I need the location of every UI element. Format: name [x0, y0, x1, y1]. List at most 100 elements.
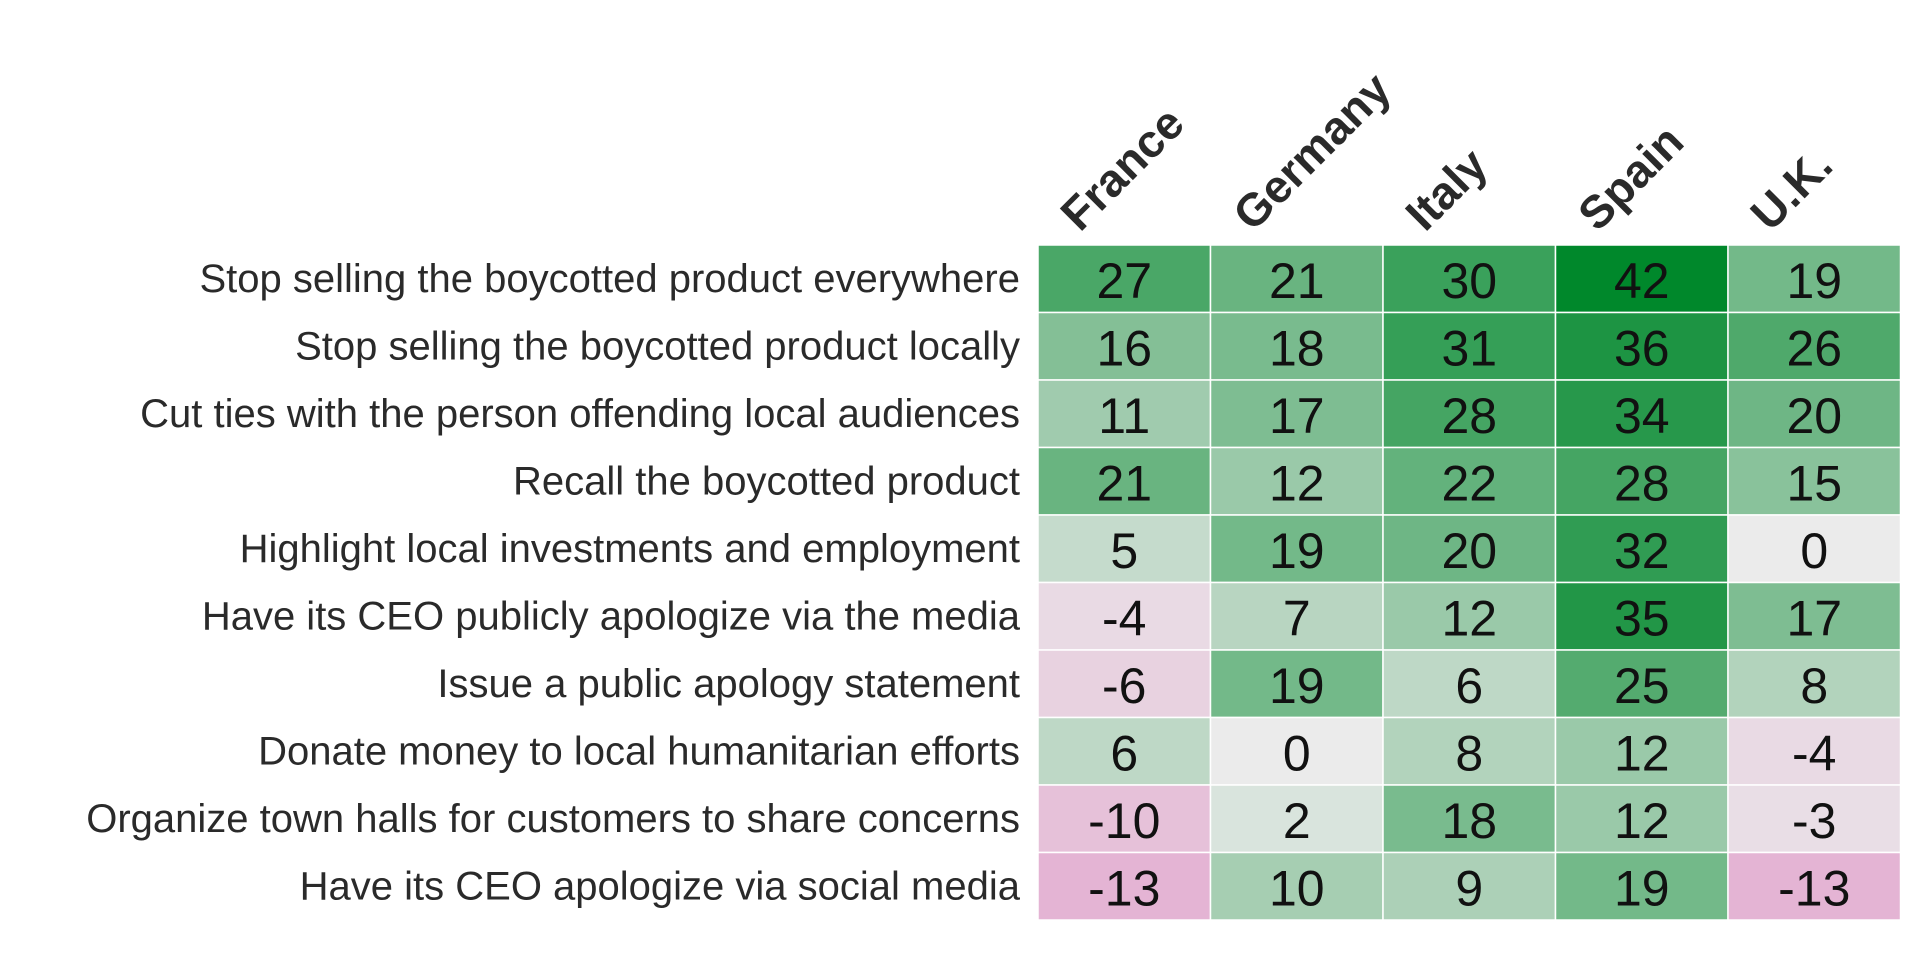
cell-value-label: -10 — [1088, 793, 1160, 849]
heatmap-cell — [1037, 716, 1212, 786]
cell-value-label: -13 — [1778, 860, 1850, 916]
heatmap-cell — [1382, 244, 1557, 314]
heatmap-cell — [1209, 379, 1384, 449]
cell-value-label: 12 — [1614, 793, 1670, 849]
cell-value-label: 19 — [1269, 523, 1325, 579]
cell-value-label: 7 — [1283, 590, 1311, 646]
cell-value-label: 15 — [1786, 455, 1842, 511]
cell-value-label: 27 — [1096, 253, 1152, 309]
heatmap-cell — [1554, 851, 1729, 921]
heatmap-cell — [1554, 244, 1729, 314]
heatmap-cell — [1209, 581, 1384, 651]
row-label: Issue a public apology statement — [437, 662, 1020, 706]
row-label: Cut ties with the person offending local… — [140, 392, 1020, 436]
cell-value-label: 17 — [1786, 590, 1842, 646]
heatmap-cell — [1554, 581, 1729, 651]
cell-value-label: 28 — [1614, 455, 1670, 511]
cell-value-label: 12 — [1441, 590, 1497, 646]
cell-value-label: 6 — [1455, 658, 1483, 714]
cell-value-label: 19 — [1269, 658, 1325, 714]
row-label: Have its CEO apologize via social media — [300, 864, 1021, 908]
cell-value-label: -4 — [1102, 590, 1146, 646]
heatmap-cell — [1554, 716, 1729, 786]
cell-value-label: 21 — [1269, 253, 1325, 309]
cell-value-label: 17 — [1269, 388, 1325, 444]
cell-value-label: 12 — [1614, 725, 1670, 781]
heatmap-cell — [1037, 311, 1212, 381]
row-labels: Stop selling the boycotted product every… — [86, 257, 1021, 909]
row-label: Have its CEO publicly apologize via the … — [202, 594, 1021, 638]
row-label: Stop selling the boycotted product local… — [295, 324, 1020, 368]
column-label-u-k: U.K. — [1740, 138, 1842, 240]
heatmap-cell — [1037, 514, 1212, 584]
cell-value-label: 22 — [1441, 455, 1497, 511]
cell-value-label: -4 — [1792, 725, 1836, 781]
heatmap-cell — [1554, 446, 1729, 516]
cell-value-label: 42 — [1614, 253, 1670, 309]
cell-value-label: 19 — [1786, 253, 1842, 309]
heatmap-cell — [1727, 446, 1902, 516]
row-label: Organize town halls for customers to sha… — [86, 797, 1020, 841]
cell-value-label: 8 — [1800, 658, 1828, 714]
cell-value-label: 9 — [1455, 860, 1483, 916]
heatmap-cell — [1382, 784, 1557, 854]
cell-value-label: 25 — [1614, 658, 1670, 714]
cell-value-label: 12 — [1269, 455, 1325, 511]
heatmap-cell — [1037, 446, 1212, 516]
heatmap-cell — [1727, 379, 1902, 449]
heatmap-cell — [1037, 244, 1212, 314]
cell-value-label: -6 — [1102, 658, 1146, 714]
heatmap-cell — [1209, 514, 1384, 584]
heatmap-cell — [1727, 784, 1902, 854]
cell-value-label: 10 — [1269, 860, 1325, 916]
cell-value-label: 6 — [1110, 725, 1138, 781]
row-label: Stop selling the boycotted product every… — [200, 257, 1021, 301]
heatmap-cell — [1727, 514, 1902, 584]
cell-value-label: 18 — [1441, 793, 1497, 849]
row-label: Donate money to local humanitarian effor… — [258, 729, 1020, 773]
cell-value-label: 26 — [1786, 320, 1842, 376]
heatmap-cell — [1209, 851, 1384, 921]
cell-value-label: 36 — [1614, 320, 1670, 376]
cell-value-label: -3 — [1792, 793, 1836, 849]
heatmap-cell — [1382, 581, 1557, 651]
heatmap-cell — [1382, 311, 1557, 381]
heatmap-cell — [1727, 851, 1902, 921]
cell-value-label: 20 — [1441, 523, 1497, 579]
cell-value-label: 5 — [1110, 523, 1138, 579]
heatmap-cell — [1382, 851, 1557, 921]
cell-value-label: 31 — [1441, 320, 1497, 376]
cell-value-label: -13 — [1088, 860, 1160, 916]
heatmap-cell — [1727, 311, 1902, 381]
heatmap-cell — [1727, 716, 1902, 786]
cell-value-label: 11 — [1098, 388, 1150, 444]
heatmap-cell — [1209, 784, 1384, 854]
cell-value-label: 0 — [1800, 523, 1828, 579]
heatmap-cell — [1382, 446, 1557, 516]
cell-value-label: 0 — [1283, 725, 1311, 781]
column-label-spain: Spain — [1568, 115, 1693, 240]
cell-value-label: 20 — [1786, 388, 1842, 444]
cell-value-label: 18 — [1269, 320, 1325, 376]
heatmap-cell — [1554, 379, 1729, 449]
cell-value-label: 2 — [1283, 793, 1311, 849]
cell-value-label: 21 — [1096, 455, 1152, 511]
heatmap-cell — [1382, 514, 1557, 584]
cell-value-label: 32 — [1614, 523, 1670, 579]
cell-value-label: 16 — [1096, 320, 1152, 376]
heatmap-cell — [1209, 446, 1384, 516]
cell-value-label: 8 — [1455, 725, 1483, 781]
heatmap-cell — [1382, 716, 1557, 786]
heatmap-cell — [1037, 649, 1212, 719]
cell-value-label: 28 — [1441, 388, 1497, 444]
heatmap-cell — [1209, 716, 1384, 786]
row-label: Highlight local investments and employme… — [240, 527, 1020, 571]
cell-value-label: 34 — [1614, 388, 1670, 444]
cell-value-label: 19 — [1614, 860, 1670, 916]
column-label-germany: Germany — [1223, 62, 1401, 240]
column-label-italy: Italy — [1395, 138, 1497, 240]
heatmap-cell — [1209, 244, 1384, 314]
